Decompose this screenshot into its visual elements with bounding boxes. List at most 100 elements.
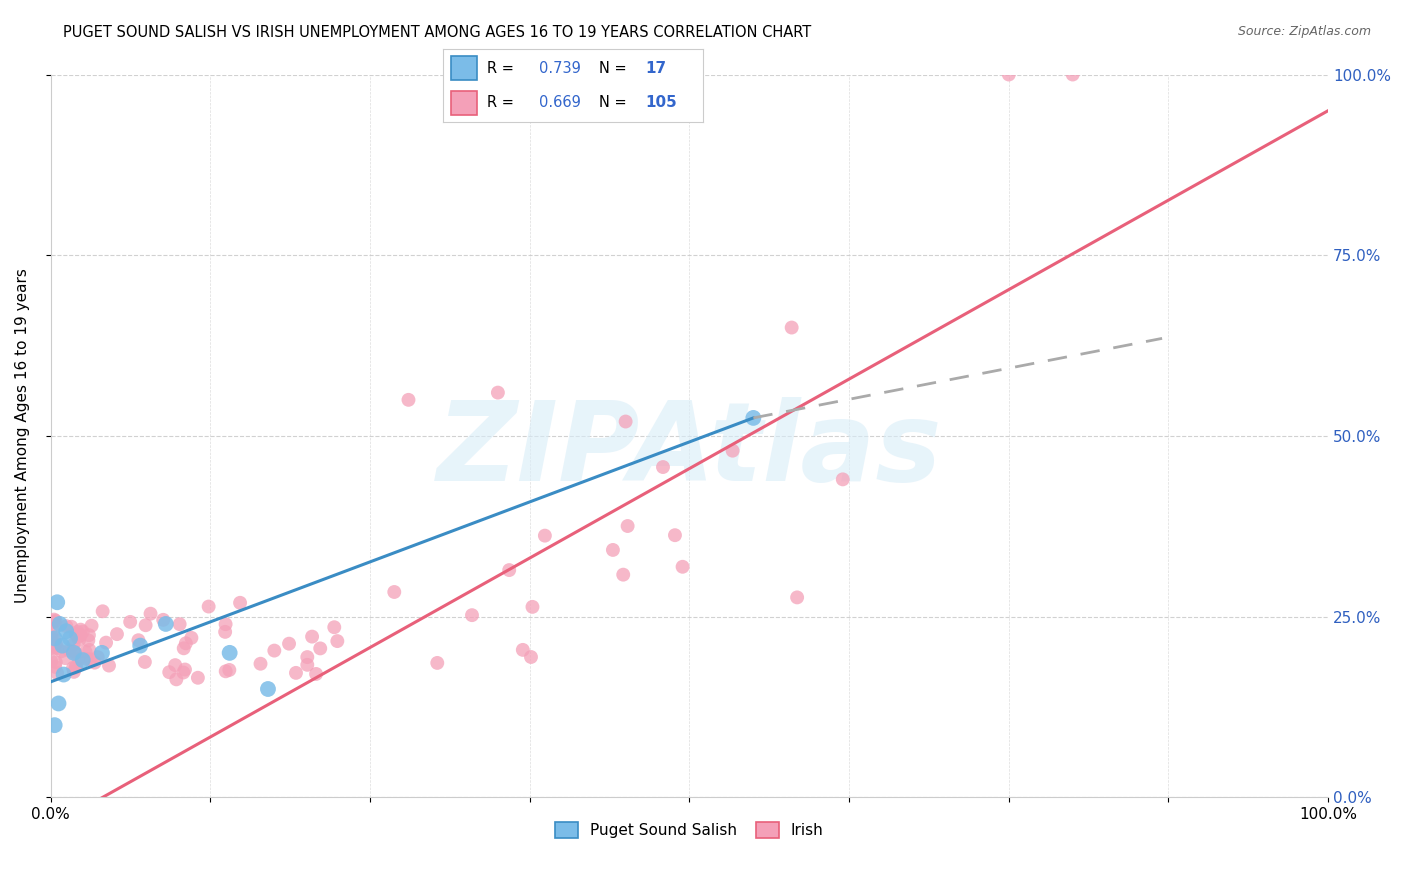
Point: [39, 629, 62, 643]
Point: [77, 628, 100, 642]
Point: [63, 665, 86, 679]
Point: [80, 618, 103, 632]
Point: [44, 718, 66, 732]
Point: [498, 563, 520, 577]
Point: [63, 646, 86, 660]
Point: [152, 613, 174, 627]
Point: [249, 657, 271, 671]
Point: [55, 619, 77, 633]
Point: [652, 460, 675, 475]
Point: [1062, 68, 1084, 82]
Point: [67, 632, 90, 647]
Text: Source: ZipAtlas.com: Source: ZipAtlas.com: [1237, 25, 1371, 38]
Point: [323, 620, 346, 634]
Point: [59, 632, 82, 646]
Point: [382, 585, 405, 599]
Point: [65, 660, 87, 674]
Point: [134, 655, 156, 669]
Text: 0.739: 0.739: [538, 61, 581, 76]
Point: [297, 650, 319, 665]
Point: [305, 667, 328, 681]
Point: [65, 627, 87, 641]
Point: [214, 624, 236, 639]
Point: [77, 633, 100, 648]
Point: [285, 665, 308, 680]
Text: PUGET SOUND SALISH VS IRISH UNEMPLOYMENT AMONG AGES 16 TO 19 YEARS CORRELATION C: PUGET SOUND SALISH VS IRISH UNEMPLOYMENT…: [63, 25, 811, 40]
Point: [155, 616, 177, 631]
Point: [671, 559, 693, 574]
Point: [46, 595, 69, 609]
Point: [165, 658, 187, 673]
Point: [169, 617, 191, 632]
Point: [41, 615, 63, 629]
Text: 17: 17: [645, 61, 666, 76]
Point: [165, 673, 187, 687]
Point: [55, 624, 77, 639]
Point: [174, 636, 197, 650]
Point: [58, 643, 80, 657]
FancyBboxPatch shape: [451, 91, 477, 115]
Point: [76, 652, 98, 666]
Point: [612, 567, 634, 582]
Point: [52, 667, 75, 681]
Y-axis label: Unemployment Among Ages 16 to 19 years: Unemployment Among Ages 16 to 19 years: [15, 268, 30, 603]
Point: [139, 607, 162, 621]
Point: [44, 660, 66, 674]
Point: [41, 640, 63, 655]
Point: [69, 623, 91, 637]
Point: [65, 647, 87, 661]
Point: [87, 650, 110, 665]
Point: [42, 615, 65, 629]
Point: [42, 624, 65, 639]
Point: [79, 643, 101, 657]
Point: [157, 665, 180, 680]
Point: [60, 620, 83, 634]
Text: 105: 105: [645, 95, 678, 110]
Point: [67, 652, 90, 666]
Point: [173, 641, 195, 656]
Point: [45, 655, 67, 669]
Point: [215, 665, 238, 679]
Text: N =: N =: [599, 95, 631, 110]
Point: [62, 638, 84, 652]
Point: [187, 671, 209, 685]
Point: [51, 639, 73, 653]
Point: [780, 320, 803, 334]
Point: [297, 657, 319, 672]
Point: [520, 650, 543, 665]
Text: R =: R =: [486, 95, 519, 110]
Point: [44, 632, 66, 647]
Point: [65, 659, 87, 673]
Point: [120, 615, 142, 629]
Point: [326, 634, 349, 648]
Point: [301, 630, 323, 644]
Point: [998, 68, 1021, 82]
Point: [90, 646, 112, 660]
Point: [278, 637, 301, 651]
Point: [461, 608, 484, 623]
Point: [831, 472, 853, 486]
Point: [664, 528, 686, 542]
Point: [614, 415, 637, 429]
Point: [512, 643, 534, 657]
Point: [129, 639, 152, 653]
Point: [180, 631, 202, 645]
Point: [39, 654, 62, 668]
Point: [72, 653, 94, 667]
Point: [51, 644, 73, 658]
Text: ZIPAtlas: ZIPAtlas: [437, 397, 942, 504]
Text: 0.669: 0.669: [538, 95, 581, 110]
Point: [75, 645, 97, 659]
Point: [197, 599, 219, 614]
Point: [135, 618, 157, 632]
Point: [174, 663, 197, 677]
Text: R =: R =: [486, 61, 519, 76]
Point: [172, 665, 194, 680]
Point: [69, 628, 91, 642]
Point: [786, 591, 808, 605]
Point: [218, 646, 240, 660]
Point: [522, 599, 544, 614]
FancyBboxPatch shape: [451, 55, 477, 79]
Point: [46, 666, 69, 681]
Point: [44, 632, 66, 646]
